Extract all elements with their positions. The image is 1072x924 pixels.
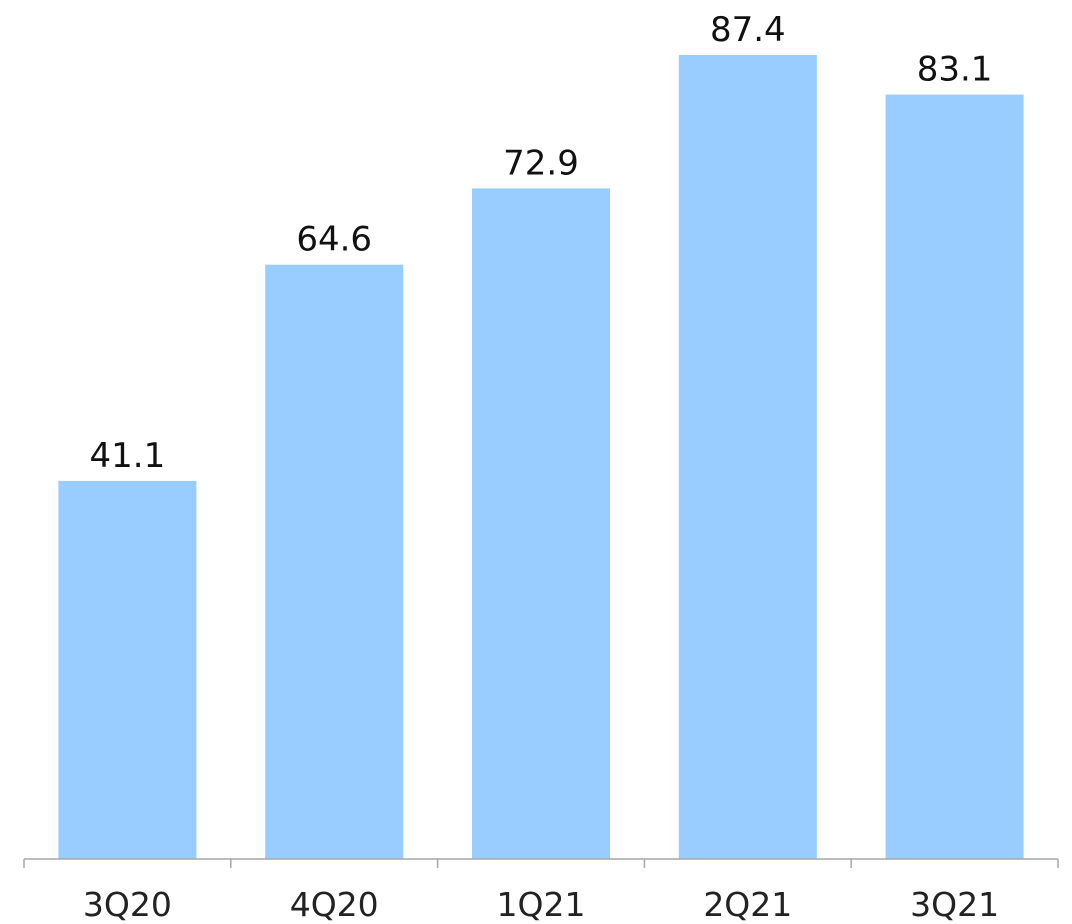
x-tick-label-1q21: 1Q21 [497,885,586,924]
data-label-4q20: 64.6 [296,220,372,260]
bar-1q21 [472,188,610,859]
data-label-3q20: 41.1 [90,436,166,476]
bar-3q21 [885,94,1024,860]
data-label-1q21: 72.9 [503,143,579,183]
x-tick-label-3q21: 3Q21 [910,885,999,924]
bar-3q20 [58,480,197,859]
bar-2q21 [678,55,817,859]
x-tick-label-3q20: 3Q20 [83,885,172,924]
x-tick-label-4q20: 4Q20 [290,885,379,924]
data-labels-layer: 41.1 64.6 72.9 87.4 83.1 [90,10,993,476]
data-label-2q21: 87.4 [710,10,786,50]
x-tick-label-2q21: 2Q21 [703,885,792,924]
x-axis: 3Q20 4Q20 1Q21 2Q21 3Q21 [23,858,1059,924]
data-label-3q21: 83.1 [917,50,993,90]
bar-4q20 [265,264,404,859]
bars-layer [58,55,1024,860]
